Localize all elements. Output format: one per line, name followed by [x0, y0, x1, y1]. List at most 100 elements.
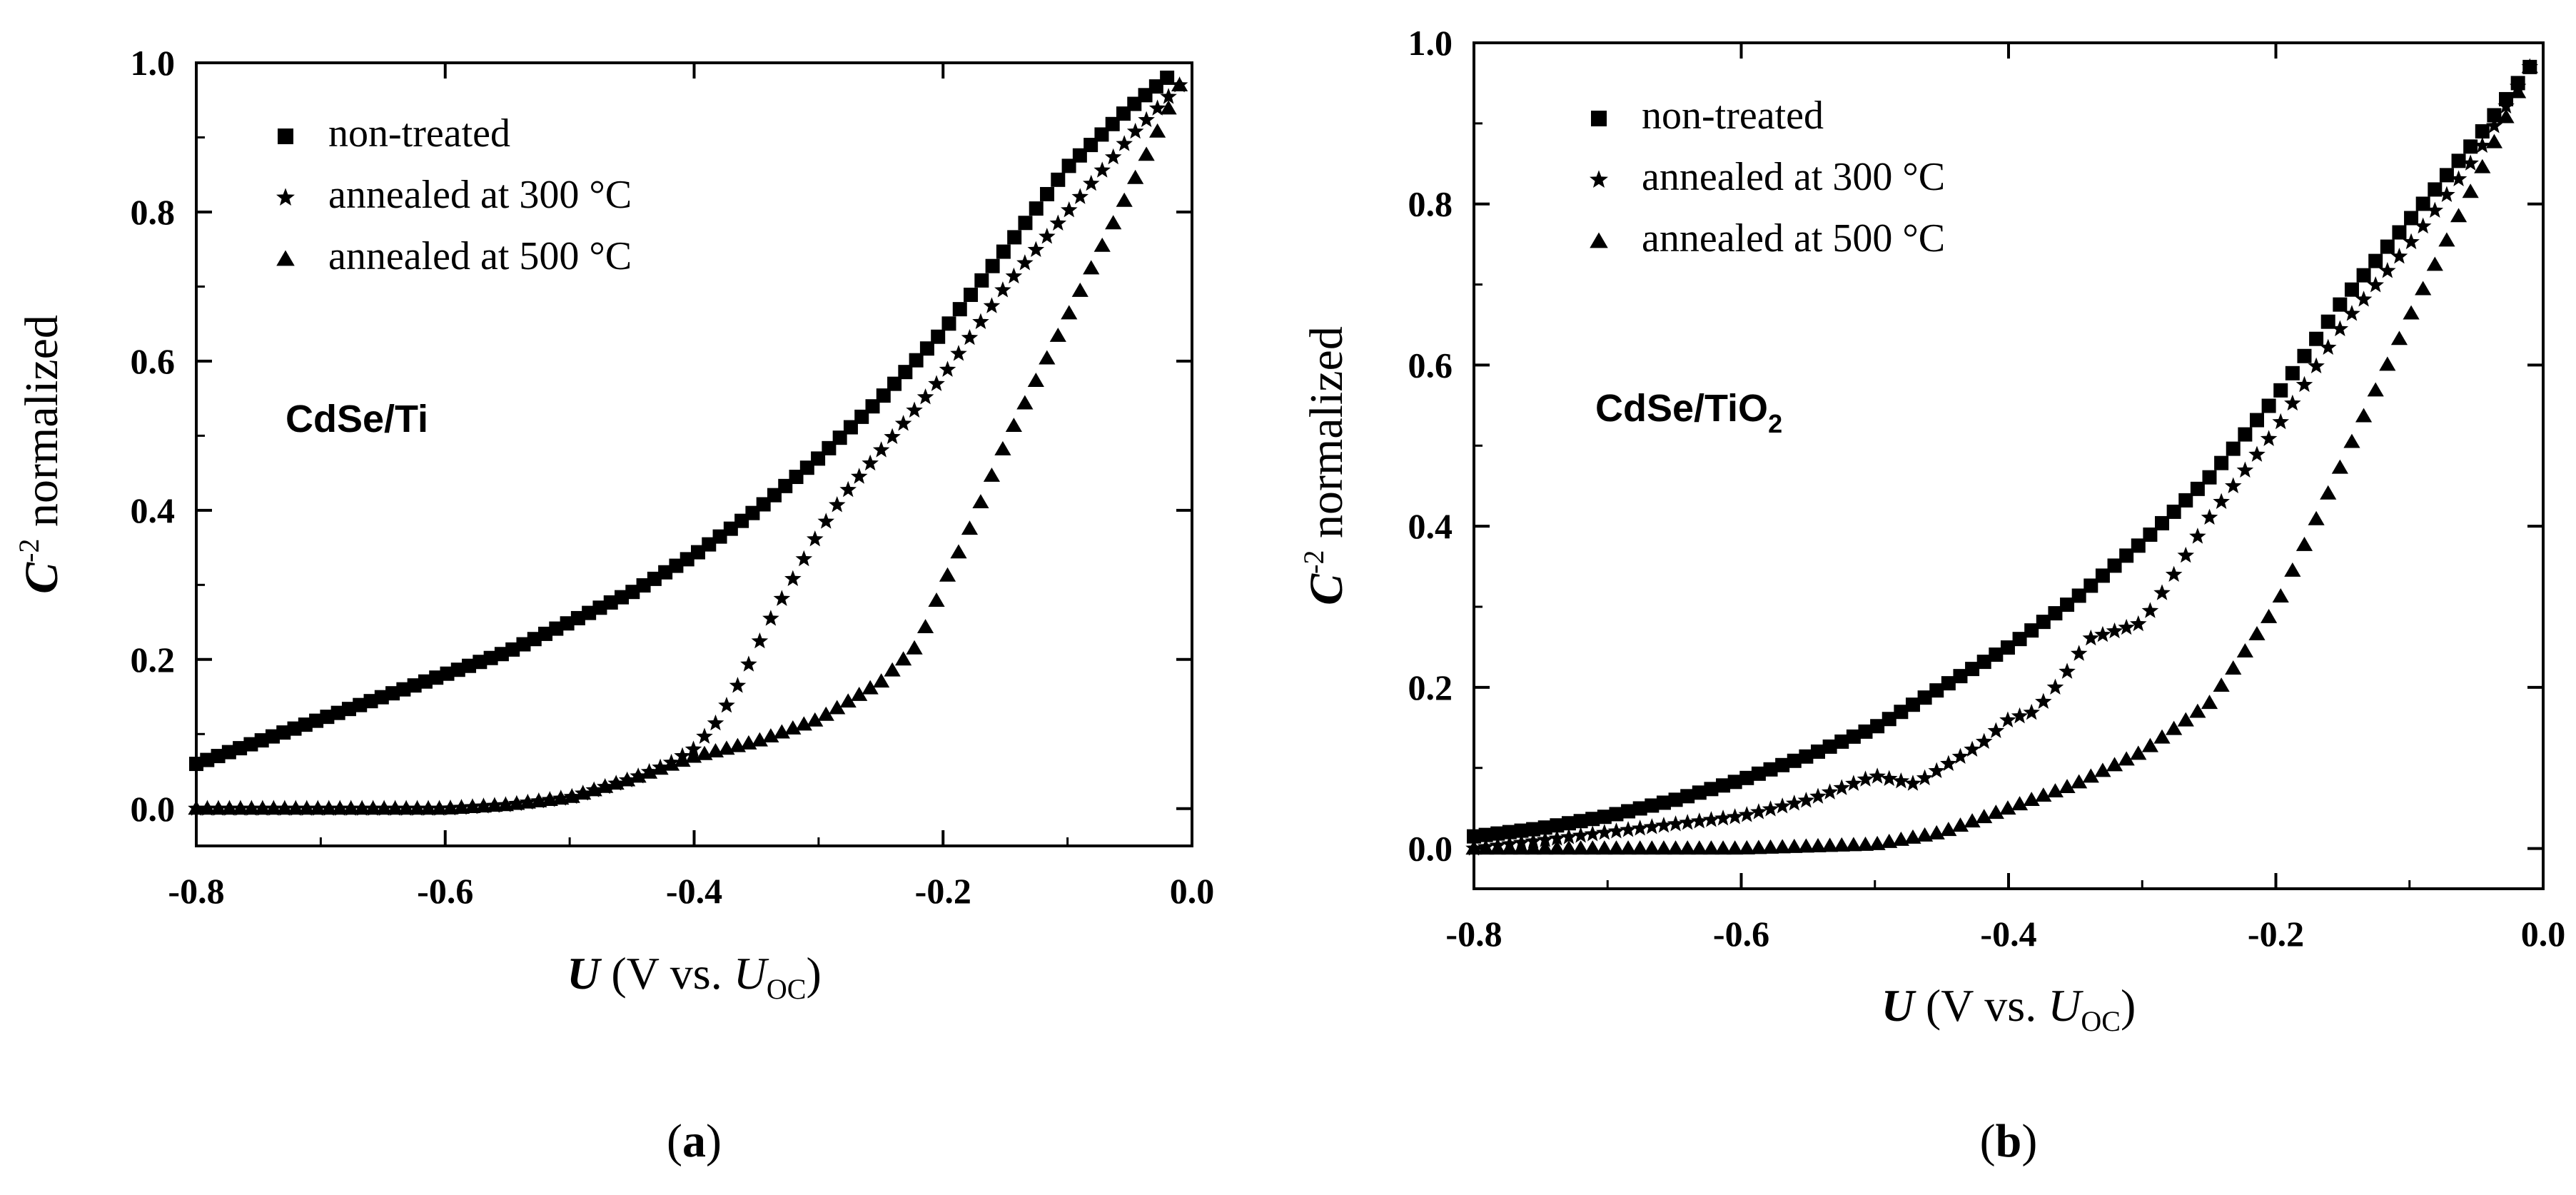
- data-point: [2368, 253, 2383, 268]
- data-point: [1005, 267, 1023, 284]
- data-point: [680, 552, 694, 567]
- data-point: [1869, 835, 1886, 850]
- legend-marker: [276, 250, 295, 266]
- data-point: [1999, 800, 2016, 815]
- data-point: [1786, 838, 1803, 853]
- data-point: [784, 570, 802, 587]
- data-point: [1597, 810, 1612, 825]
- data-point: [718, 696, 735, 713]
- panel-label: (b): [1980, 1115, 2038, 1167]
- data-point: [983, 467, 1001, 482]
- data-point: [1584, 825, 1601, 842]
- data-point: [1797, 792, 1815, 808]
- data-point: [696, 727, 713, 744]
- data-point: [450, 662, 465, 677]
- data-point: [1702, 811, 1720, 827]
- data-point: [1005, 418, 1022, 433]
- data-point: [625, 585, 640, 600]
- data-point: [1049, 327, 1066, 342]
- data-point: [387, 800, 404, 815]
- y-tick-label: 0.6: [1408, 345, 1453, 385]
- x-tick-label: -0.8: [168, 871, 224, 911]
- legend-label: non-treated: [328, 111, 510, 156]
- data-point: [2202, 470, 2217, 485]
- data-point: [1016, 254, 1034, 271]
- data-point: [795, 550, 813, 567]
- data-point: [1951, 817, 1969, 832]
- data-point: [200, 752, 215, 767]
- data-point: [1785, 795, 1803, 811]
- data-point: [1029, 201, 1044, 216]
- data-point: [2236, 642, 2253, 657]
- data-point: [906, 401, 923, 418]
- data-point: [2166, 720, 2183, 735]
- data-point: [2273, 383, 2288, 398]
- x-tick-label: 0.0: [1170, 871, 1215, 911]
- data-point: [712, 529, 727, 544]
- data-point: [2011, 707, 2029, 724]
- data-point: [2521, 59, 2538, 74]
- data-point: [1016, 395, 1034, 410]
- data-point: [2000, 640, 2015, 655]
- data-point: [2118, 751, 2135, 766]
- data-point: [353, 697, 368, 712]
- data-point: [817, 706, 834, 721]
- data-point: [876, 388, 891, 403]
- data-point: [2284, 562, 2301, 577]
- data-point: [1869, 767, 1886, 784]
- data-point: [2131, 538, 2146, 553]
- data-point: [2083, 578, 2098, 593]
- data-point: [1762, 800, 1779, 817]
- data-point: [2451, 153, 2466, 168]
- data-point: [1774, 797, 1791, 814]
- data-point: [2036, 615, 2051, 630]
- data-point: [2165, 565, 2183, 583]
- data-point: [232, 800, 249, 815]
- data-point: [494, 647, 509, 662]
- data-point: [2129, 615, 2147, 632]
- inset-sample-label: CdSe/Ti: [286, 398, 428, 440]
- data-point: [1680, 789, 1695, 804]
- data-point: [2379, 262, 2396, 278]
- data-point: [1953, 669, 1968, 684]
- data-point: [2297, 348, 2312, 363]
- data-point: [2487, 108, 2502, 123]
- data-point: [928, 593, 945, 607]
- y-axis-label: C-2 normalized: [1298, 326, 1353, 605]
- data-point: [2214, 455, 2229, 470]
- data-point: [2130, 745, 2147, 760]
- data-point: [2462, 154, 2479, 171]
- data-point: [636, 578, 651, 593]
- data-point: [994, 440, 1011, 455]
- data-point: [756, 497, 771, 512]
- data-point: [2141, 737, 2159, 752]
- data-point: [2059, 662, 2076, 679]
- y-tick-label: 1.0: [131, 43, 176, 83]
- data-point: [1171, 76, 1188, 91]
- data-point: [884, 662, 901, 677]
- data-point: [1609, 807, 1624, 822]
- data-point: [243, 737, 258, 752]
- data-point: [1083, 260, 1100, 275]
- data-point: [2392, 225, 2407, 240]
- data-point: [778, 478, 793, 493]
- data-point: [2094, 625, 2111, 642]
- data-point: [1739, 770, 1754, 785]
- data-point: [343, 800, 360, 815]
- data-point: [375, 800, 393, 815]
- data-point: [1976, 809, 1993, 824]
- data-point: [330, 705, 345, 720]
- data-point: [972, 313, 989, 330]
- data-point: [210, 800, 227, 815]
- data-point: [928, 375, 945, 391]
- data-point: [2238, 427, 2253, 442]
- data-point: [1727, 775, 1742, 790]
- data-point: [2060, 598, 2075, 612]
- data-point: [287, 800, 304, 815]
- data-point: [931, 329, 946, 344]
- data-point: [2071, 588, 2086, 603]
- data-point: [762, 610, 779, 626]
- data-point: [1857, 836, 1874, 851]
- data-point: [1160, 70, 1175, 85]
- data-point: [950, 544, 967, 559]
